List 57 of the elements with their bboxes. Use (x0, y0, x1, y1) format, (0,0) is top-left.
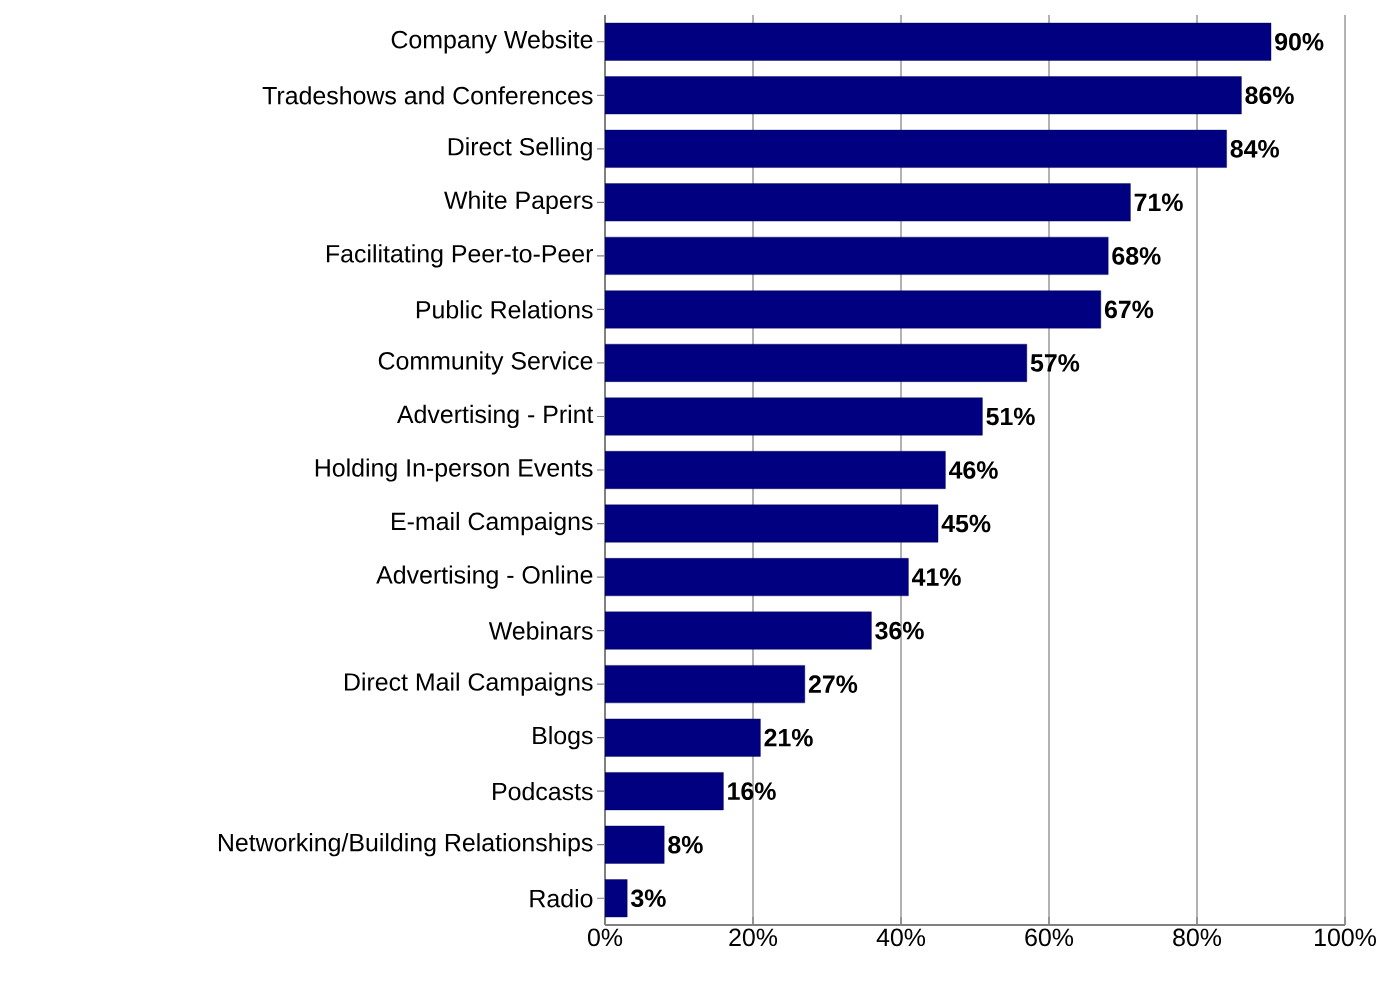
y-tick-label: Tradeshows and Conferences (262, 86, 593, 105)
y-tick-label: Facilitating Peer-to-Peer (326, 244, 593, 268)
data-label: 71% (1134, 193, 1183, 212)
bar (605, 504, 939, 543)
bar (605, 665, 805, 704)
data-label: 16% (728, 782, 776, 801)
data-label: 36% (875, 621, 924, 640)
bar (605, 344, 1028, 382)
data-label: 27% (808, 675, 858, 693)
bar (605, 825, 665, 864)
bar (605, 236, 1109, 275)
bar (605, 558, 909, 596)
x-tick-label: 100% (1315, 928, 1376, 947)
y-tick-label: Direct Selling (448, 137, 592, 161)
data-label: 84% (1230, 140, 1279, 158)
bar (605, 76, 1242, 115)
bar (605, 611, 872, 650)
y-tick-label: Webinars (488, 621, 593, 640)
x-tick-label: 40% (876, 928, 926, 947)
data-label: 3% (630, 889, 666, 908)
data-label: 86% (1245, 86, 1294, 105)
y-tick-label: Community Service (378, 351, 593, 375)
y-tick-label: Direct Mail Campaigns (345, 672, 593, 696)
data-label: 41% (911, 568, 961, 586)
y-tick-label: Radio (530, 889, 593, 908)
data-label: 21% (764, 728, 813, 747)
bar (605, 879, 628, 918)
y-tick-label: Blogs (533, 726, 593, 750)
y-tick-label: White Papers (444, 190, 593, 214)
y-tick-label: Advertising - Print (396, 404, 594, 429)
bar (605, 290, 1102, 329)
data-label: 45% (941, 514, 991, 533)
y-tick-label: Public Relations (416, 300, 593, 319)
x-tick-label: 80% (1173, 928, 1222, 947)
bar (605, 183, 1131, 222)
bar (605, 718, 761, 757)
y-tick-label: Networking/Building Relationships (218, 833, 593, 857)
bar (605, 451, 946, 489)
data-label: 8% (668, 835, 703, 854)
data-label: 46% (948, 461, 998, 479)
data-label: 67% (1104, 300, 1154, 319)
data-label: 90% (1275, 32, 1324, 51)
y-tick-label: E-mail Campaigns (392, 511, 593, 536)
x-tick-label: 20% (729, 928, 778, 947)
data-label: 68% (1112, 247, 1161, 265)
x-tick-label: 0% (587, 928, 623, 947)
x-tick-label: 60% (1025, 928, 1074, 947)
y-tick-label: Advertising - Online (376, 565, 593, 589)
y-tick-label: Company Website (391, 30, 593, 54)
bar (605, 397, 983, 436)
bar (605, 22, 1272, 61)
bar (605, 772, 724, 811)
bar (605, 129, 1227, 168)
data-label: 51% (986, 407, 1035, 426)
y-tick-label: Podcasts (493, 782, 593, 801)
y-tick-label: Holding In-person Events (315, 458, 593, 482)
data-label: 57% (1030, 354, 1080, 372)
